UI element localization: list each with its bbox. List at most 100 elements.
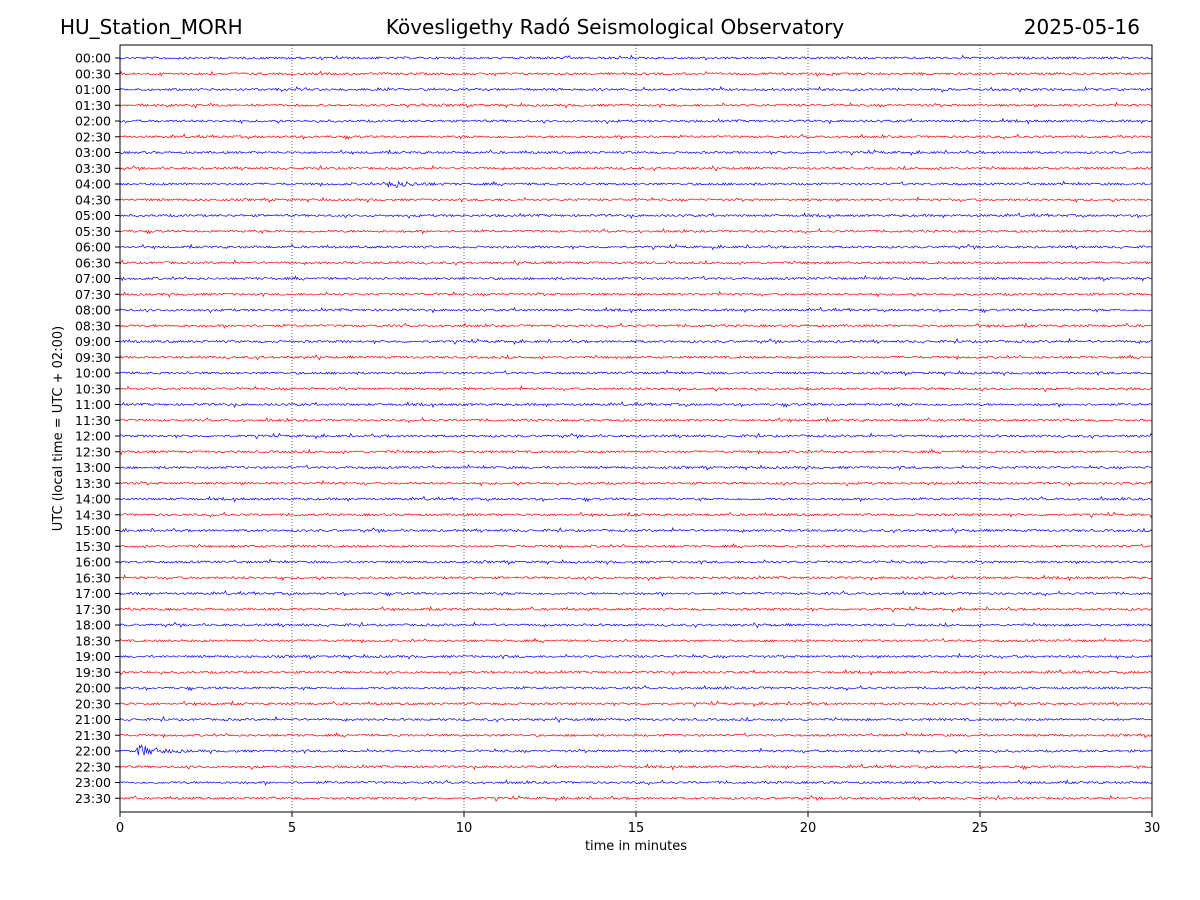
trace-line — [119, 543, 1153, 550]
y-tick-label: 13:00 — [75, 460, 111, 475]
trace-line — [119, 369, 1153, 377]
y-tick-label: 02:00 — [75, 114, 111, 129]
trace-line — [119, 401, 1153, 409]
y-tick-label: 07:30 — [75, 287, 111, 302]
y-tick-label: 11:00 — [75, 397, 111, 412]
trace-line — [119, 117, 1153, 125]
y-tick-label: 22:00 — [75, 744, 111, 759]
trace-line — [119, 715, 1153, 723]
station-name: HU_Station_MORH — [60, 15, 243, 39]
y-tick-label: 00:00 — [75, 51, 111, 66]
y-tick-label: 18:00 — [75, 618, 111, 633]
x-tick-label: 5 — [288, 821, 296, 836]
trace-line — [119, 54, 1153, 61]
trace-line — [119, 275, 1153, 282]
trace-line — [119, 259, 1153, 267]
y-tick-label: 02:30 — [75, 129, 111, 144]
y-axis-label: UTC (local time = UTC + 02:00) — [51, 326, 66, 531]
y-tick-label: 00:30 — [75, 66, 111, 81]
y-tick-label: 08:00 — [75, 303, 111, 318]
trace-line — [119, 180, 1153, 189]
y-tick-label: 04:00 — [75, 177, 111, 192]
y-tick-label: 14:30 — [75, 507, 111, 522]
trace-line — [119, 290, 1153, 298]
trace-line — [119, 133, 1153, 141]
y-tick-label: 21:30 — [75, 728, 111, 743]
trace-line — [119, 621, 1153, 629]
y-tick-label: 23:00 — [75, 775, 111, 790]
y-tick-label: 01:30 — [75, 98, 111, 113]
trace-line — [119, 70, 1153, 77]
y-tick-label: 10:00 — [75, 366, 111, 381]
y-tick-label: 20:30 — [75, 696, 111, 711]
trace-line — [119, 306, 1153, 314]
trace-line — [119, 495, 1153, 503]
chart-title: Kövesligethy Radó Seismological Observat… — [385, 15, 845, 39]
y-tick-label: 09:00 — [75, 334, 111, 349]
y-tick-label: 19:30 — [75, 665, 111, 680]
trace-line — [119, 228, 1153, 235]
y-tick-label: 11:30 — [75, 413, 111, 428]
trace-line — [119, 416, 1153, 424]
y-tick-label: 05:00 — [75, 208, 111, 223]
y-tick-label: 21:00 — [75, 712, 111, 727]
y-tick-label: 18:30 — [75, 633, 111, 648]
trace-line — [119, 149, 1153, 157]
y-tick-label: 07:00 — [75, 271, 111, 286]
trace-line — [120, 779, 1153, 786]
y-tick-label: 16:30 — [75, 570, 111, 585]
y-tick-label: 17:00 — [75, 586, 111, 601]
trace-line — [119, 243, 1153, 251]
y-tick-label: 09:30 — [75, 350, 111, 365]
trace-line — [119, 511, 1153, 519]
trace-line — [119, 322, 1153, 330]
y-tick-label: 12:00 — [75, 429, 111, 444]
trace-line — [119, 590, 1153, 597]
trace-line — [119, 196, 1153, 204]
trace-line — [119, 731, 1153, 739]
trace-line — [119, 700, 1153, 708]
x-tick-label: 0 — [116, 821, 124, 836]
trace-line — [119, 684, 1153, 692]
trace-line — [119, 558, 1153, 566]
trace-line — [119, 385, 1153, 393]
x-tick-label: 30 — [1144, 821, 1161, 836]
trace-line — [119, 605, 1153, 613]
y-tick-label: 20:00 — [75, 681, 111, 696]
y-tick-label: 12:30 — [75, 444, 111, 459]
y-tick-label: 15:00 — [75, 523, 111, 538]
y-tick-label: 04:30 — [75, 192, 111, 207]
y-tick-label: 10:30 — [75, 381, 111, 396]
trace-line — [119, 212, 1153, 220]
trace-line — [120, 432, 1153, 440]
y-tick-label: 06:00 — [75, 240, 111, 255]
trace-line — [119, 354, 1153, 361]
trace-line — [119, 479, 1153, 487]
y-tick-label: 01:00 — [75, 82, 111, 97]
y-tick-label: 03:00 — [75, 145, 111, 160]
x-tick-label: 15 — [628, 821, 645, 836]
trace-line — [119, 526, 1153, 534]
trace-line — [119, 637, 1153, 644]
y-tick-label: 15:30 — [75, 539, 111, 554]
y-tick-label: 17:30 — [75, 602, 111, 617]
y-tick-label: 08:30 — [75, 318, 111, 333]
x-tick-label: 25 — [972, 821, 989, 836]
trace-line — [119, 101, 1153, 109]
y-tick-label: 16:00 — [75, 555, 111, 570]
y-tick-label: 06:30 — [75, 255, 111, 270]
trace-line — [119, 668, 1153, 676]
trace-line — [119, 337, 1153, 345]
trace-line — [119, 574, 1153, 582]
y-tick-label: 22:30 — [75, 759, 111, 774]
y-tick-label: 19:00 — [75, 649, 111, 664]
x-tick-label: 20 — [800, 821, 817, 836]
trace-line — [119, 464, 1153, 471]
chart-date: 2025-05-16 — [1023, 15, 1140, 39]
y-tick-label: 23:30 — [75, 791, 111, 806]
y-tick-label: 03:30 — [75, 161, 111, 176]
y-tick-label: 13:30 — [75, 476, 111, 491]
trace-line — [119, 164, 1153, 172]
trace-line — [119, 652, 1153, 660]
